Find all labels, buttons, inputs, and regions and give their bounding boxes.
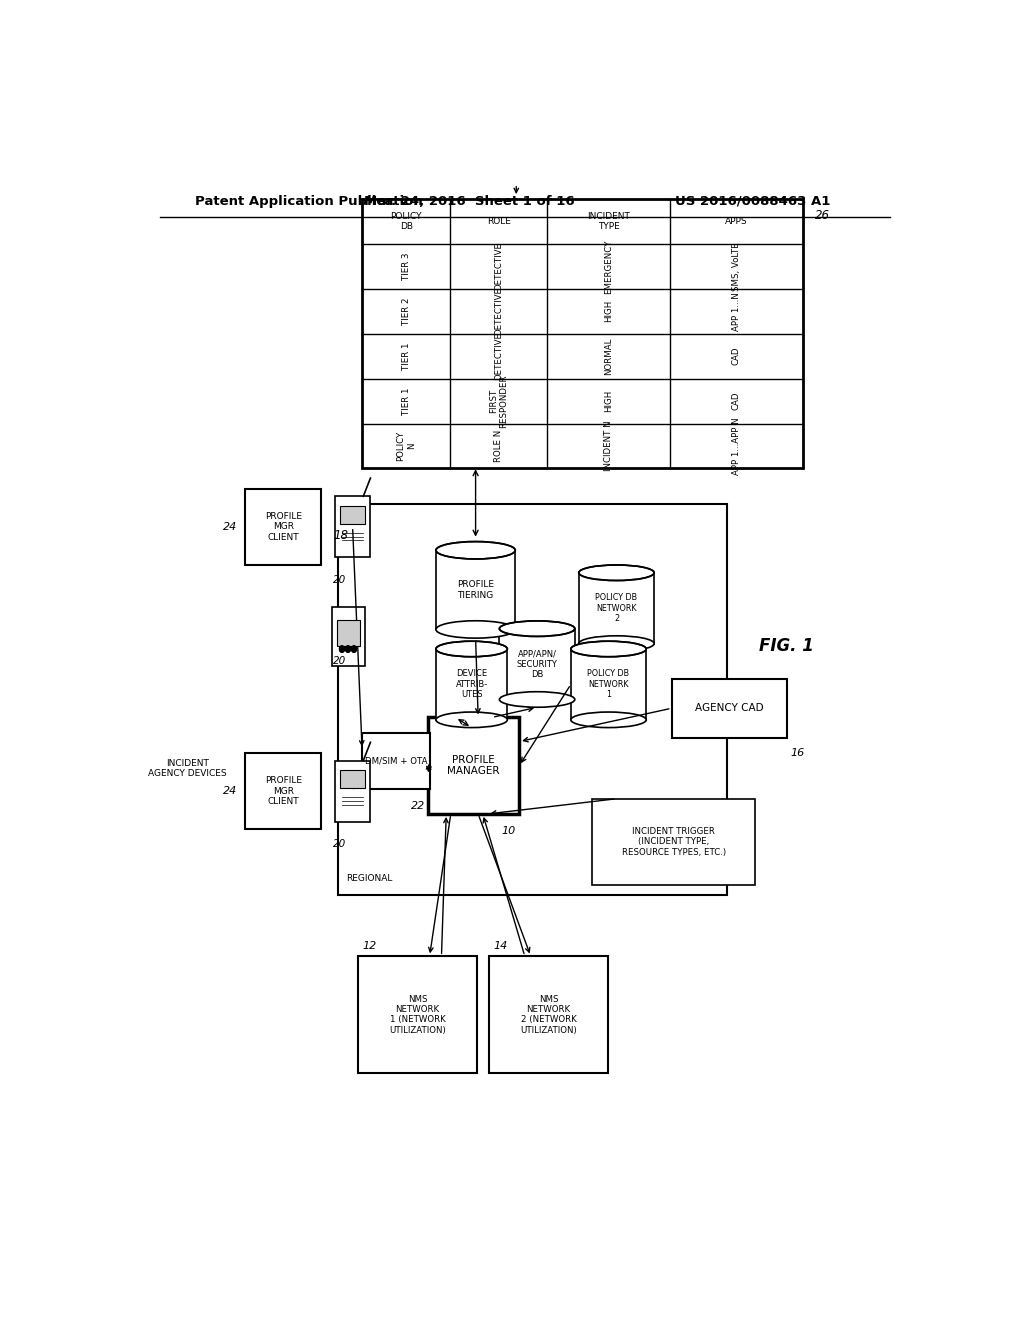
Text: POLICY DB
NETWORK
1: POLICY DB NETWORK 1 xyxy=(588,669,630,700)
Bar xyxy=(338,504,727,895)
Text: 20: 20 xyxy=(333,656,346,667)
Text: 20: 20 xyxy=(333,576,346,585)
Text: SMS, VoLTE: SMS, VoLTE xyxy=(732,242,741,290)
Circle shape xyxy=(345,645,350,652)
Text: Patent Application Publication: Patent Application Publication xyxy=(196,194,423,207)
Text: HIGH: HIGH xyxy=(604,300,613,322)
Text: POLICY
N: POLICY N xyxy=(396,430,416,461)
Bar xyxy=(335,496,371,557)
Text: EMERGENCY: EMERGENCY xyxy=(604,239,613,293)
Text: 24: 24 xyxy=(223,787,238,796)
Text: APPS: APPS xyxy=(725,216,748,226)
Ellipse shape xyxy=(570,642,646,657)
Text: 24: 24 xyxy=(223,521,238,532)
Text: ROLE: ROLE xyxy=(486,216,511,226)
Circle shape xyxy=(340,645,344,652)
Text: INCIDENT TRIGGER
(INCIDENT TYPE,
RESOURCE TYPES, ETC.): INCIDENT TRIGGER (INCIDENT TYPE, RESOURC… xyxy=(622,828,726,857)
Text: DM/SIM + OTA: DM/SIM + OTA xyxy=(365,756,427,766)
Bar xyxy=(340,770,366,788)
Bar xyxy=(592,799,755,886)
Text: FIRST
RESPONDER: FIRST RESPONDER xyxy=(488,375,508,428)
Text: FIG. 1: FIG. 1 xyxy=(759,638,814,655)
Ellipse shape xyxy=(570,711,646,727)
Text: NMS
NETWORK
2 (NETWORK
UTILIZATION): NMS NETWORK 2 (NETWORK UTILIZATION) xyxy=(520,994,577,1035)
Bar xyxy=(570,649,646,719)
Text: NORMAL: NORMAL xyxy=(604,338,613,375)
Text: DETECTIVE: DETECTIVE xyxy=(495,288,503,335)
Bar xyxy=(246,752,321,829)
Text: 10: 10 xyxy=(501,826,515,836)
Ellipse shape xyxy=(436,620,515,638)
Ellipse shape xyxy=(436,541,515,558)
Text: CAD: CAD xyxy=(732,392,741,411)
Text: DETECTIVE: DETECTIVE xyxy=(495,333,503,380)
Bar xyxy=(579,573,654,644)
Bar xyxy=(362,199,803,469)
Text: POLICY DB
NETWORK
2: POLICY DB NETWORK 2 xyxy=(595,593,638,623)
Text: REGIONAL: REGIONAL xyxy=(346,874,392,883)
Bar xyxy=(340,506,366,524)
Ellipse shape xyxy=(579,565,654,581)
Text: TIER 2: TIER 2 xyxy=(401,297,411,325)
Bar xyxy=(436,550,515,630)
Text: AGENCY CAD: AGENCY CAD xyxy=(695,704,764,713)
Text: INCIDENT N: INCIDENT N xyxy=(604,421,613,471)
Text: ROLE N: ROLE N xyxy=(495,430,503,462)
Text: PROFILE
TIERING: PROFILE TIERING xyxy=(457,581,495,599)
Bar xyxy=(335,760,371,821)
Text: HIGH: HIGH xyxy=(604,389,613,412)
Text: NMS
NETWORK
1 (NETWORK
UTILIZATION): NMS NETWORK 1 (NETWORK UTILIZATION) xyxy=(389,994,446,1035)
Text: 16: 16 xyxy=(791,748,805,758)
Text: Mar. 24, 2016  Sheet 1 of 16: Mar. 24, 2016 Sheet 1 of 16 xyxy=(364,194,574,207)
Circle shape xyxy=(351,645,356,652)
Text: 22: 22 xyxy=(412,801,426,810)
Ellipse shape xyxy=(436,711,507,727)
Text: INCIDENT
TYPE: INCIDENT TYPE xyxy=(588,211,630,231)
Ellipse shape xyxy=(500,692,574,708)
Text: PROFILE
MGR
CLIENT: PROFILE MGR CLIENT xyxy=(264,512,302,541)
Ellipse shape xyxy=(500,620,574,636)
Text: APP 1...APP N: APP 1...APP N xyxy=(732,417,741,475)
Text: DEVICE
ATTRIB-
UTES: DEVICE ATTRIB- UTES xyxy=(456,669,487,700)
Bar xyxy=(672,678,786,738)
Text: CAD: CAD xyxy=(732,347,741,366)
Text: TIER 3: TIER 3 xyxy=(401,252,411,280)
Ellipse shape xyxy=(436,642,507,657)
Bar xyxy=(246,488,321,565)
Bar xyxy=(332,607,366,665)
Bar xyxy=(358,956,477,1073)
Text: 14: 14 xyxy=(494,941,507,952)
Bar xyxy=(362,733,430,788)
Circle shape xyxy=(345,645,350,652)
Bar xyxy=(436,649,507,719)
Text: US 2016/0088463 A1: US 2016/0088463 A1 xyxy=(675,194,830,207)
Circle shape xyxy=(351,645,356,652)
Text: 26: 26 xyxy=(814,210,829,222)
Bar xyxy=(489,956,608,1073)
Text: POLICY
DB: POLICY DB xyxy=(390,211,422,231)
Bar xyxy=(428,718,519,814)
Text: APP 1...N: APP 1...N xyxy=(732,292,741,330)
Circle shape xyxy=(345,645,350,652)
Ellipse shape xyxy=(579,636,654,651)
Bar xyxy=(337,620,360,647)
Text: APP/APN/
SECURITY
DB: APP/APN/ SECURITY DB xyxy=(517,649,557,678)
Text: TIER 1: TIER 1 xyxy=(401,387,411,414)
Text: 20: 20 xyxy=(333,840,346,849)
Text: PROFILE
MGR
CLIENT: PROFILE MGR CLIENT xyxy=(264,776,302,807)
Circle shape xyxy=(351,645,356,652)
Text: TIER 1: TIER 1 xyxy=(401,342,411,370)
Circle shape xyxy=(340,645,344,652)
Circle shape xyxy=(340,645,344,652)
Text: PROFILE
MANAGER: PROFILE MANAGER xyxy=(447,755,500,776)
Text: 18: 18 xyxy=(334,529,348,543)
Text: DETECTIVE: DETECTIVE xyxy=(495,243,503,290)
Text: 12: 12 xyxy=(362,941,377,952)
Bar xyxy=(500,628,574,700)
Text: INCIDENT
AGENCY DEVICES: INCIDENT AGENCY DEVICES xyxy=(148,759,227,777)
